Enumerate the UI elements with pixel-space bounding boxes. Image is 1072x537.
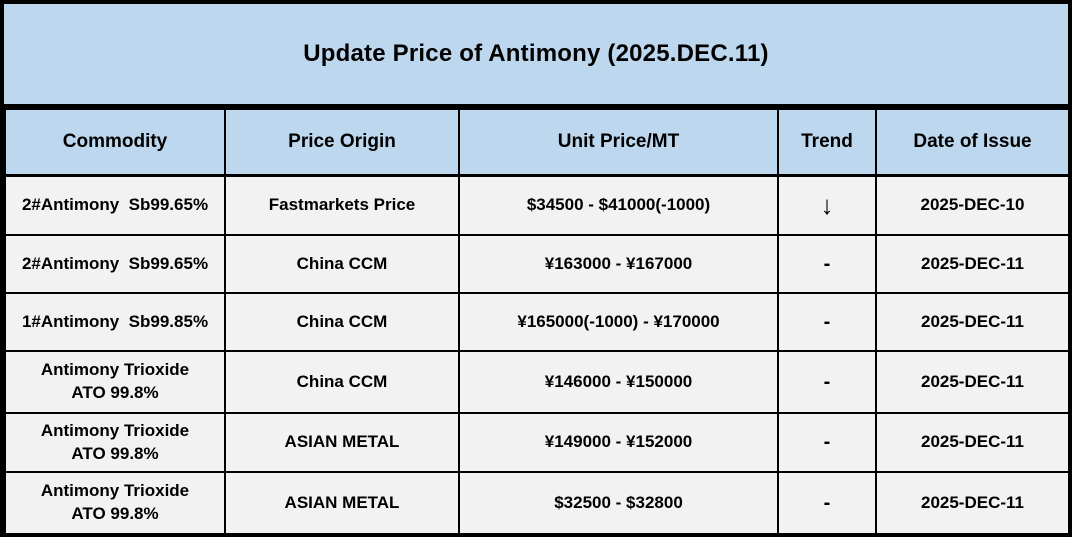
title-band: Update Price of Antimony (2025.DEC.11) [4, 4, 1068, 108]
cell-unit-price: ¥149000 - ¥152000 [458, 412, 779, 473]
cell-date-of-issue: 2025-DEC-11 [875, 412, 1068, 473]
trend-dash: - [777, 234, 877, 294]
cell-date-of-issue: 2025-DEC-11 [875, 471, 1068, 533]
table-row: Antimony Trioxide ATO 99.8% ASIAN METAL … [4, 471, 1068, 533]
col-header-price-origin: Price Origin [224, 108, 460, 177]
price-table: Commodity Price Origin Unit Price/MT Tre… [4, 108, 1068, 533]
cell-price-origin: China CCM [224, 234, 460, 294]
cell-commodity: 2#Antimony Sb99.65% [4, 234, 226, 294]
cell-date-of-issue: 2025-DEC-11 [875, 350, 1068, 414]
trend-dash: - [777, 350, 877, 414]
cell-price-origin: Fastmarkets Price [224, 174, 460, 236]
col-header-date-of-issue: Date of Issue [875, 108, 1068, 177]
table-row: 2#Antimony Sb99.65% Fastmarkets Price $3… [4, 174, 1068, 236]
cell-price-origin: ASIAN METAL [224, 412, 460, 473]
cell-price-origin: ASIAN METAL [224, 471, 460, 533]
cell-unit-price: ¥146000 - ¥150000 [458, 350, 779, 414]
down-arrow-icon: ↓ [777, 174, 877, 236]
page-title: Update Price of Antimony (2025.DEC.11) [303, 40, 769, 67]
header-row: Commodity Price Origin Unit Price/MT Tre… [4, 108, 1068, 177]
cell-date-of-issue: 2025-DEC-10 [875, 174, 1068, 236]
cell-price-origin: China CCM [224, 350, 460, 414]
cell-commodity: Antimony Trioxide ATO 99.8% [4, 412, 226, 473]
table-row: Antimony Trioxide ATO 99.8% ASIAN METAL … [4, 412, 1068, 473]
cell-unit-price: $32500 - $32800 [458, 471, 779, 533]
table-row: 2#Antimony Sb99.65% China CCM ¥163000 - … [4, 234, 1068, 294]
cell-commodity: Antimony Trioxide ATO 99.8% [4, 350, 226, 414]
cell-unit-price: $34500 - $41000(-1000) [458, 174, 779, 236]
cell-date-of-issue: 2025-DEC-11 [875, 234, 1068, 294]
table-row: Antimony Trioxide ATO 99.8% China CCM ¥1… [4, 350, 1068, 414]
cell-commodity: 2#Antimony Sb99.65% [4, 174, 226, 236]
cell-price-origin: China CCM [224, 292, 460, 352]
col-header-trend: Trend [777, 108, 877, 177]
cell-unit-price: ¥163000 - ¥167000 [458, 234, 779, 294]
col-header-commodity: Commodity [4, 108, 226, 177]
trend-dash: - [777, 471, 877, 533]
table-row: 1#Antimony Sb99.85% China CCM ¥165000(-1… [4, 292, 1068, 352]
cell-date-of-issue: 2025-DEC-11 [875, 292, 1068, 352]
cell-unit-price: ¥165000(-1000) - ¥170000 [458, 292, 779, 352]
trend-dash: - [777, 412, 877, 473]
cell-commodity: 1#Antimony Sb99.85% [4, 292, 226, 352]
cell-commodity: Antimony Trioxide ATO 99.8% [4, 471, 226, 533]
trend-dash: - [777, 292, 877, 352]
col-header-unit-price: Unit Price/MT [458, 108, 779, 177]
